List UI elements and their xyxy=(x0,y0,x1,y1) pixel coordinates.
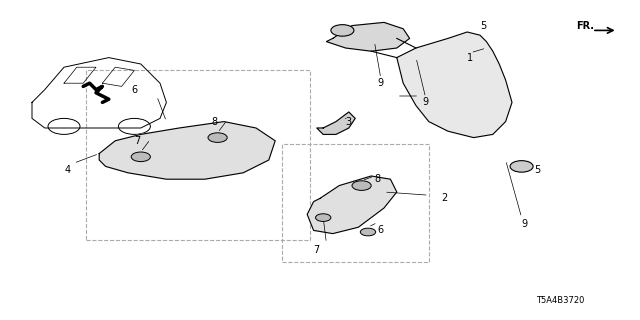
Circle shape xyxy=(208,133,227,142)
Text: 3: 3 xyxy=(346,116,352,127)
Polygon shape xyxy=(99,122,275,179)
Text: 9: 9 xyxy=(422,97,429,108)
Text: T5A4B3720: T5A4B3720 xyxy=(536,296,584,305)
Text: 6: 6 xyxy=(131,84,138,95)
Text: 8: 8 xyxy=(211,116,218,127)
Circle shape xyxy=(360,228,376,236)
Polygon shape xyxy=(326,22,410,51)
Circle shape xyxy=(316,214,331,221)
Text: 2: 2 xyxy=(442,193,448,204)
Text: 5: 5 xyxy=(534,164,541,175)
Text: 9: 9 xyxy=(378,78,384,88)
Polygon shape xyxy=(397,32,512,138)
Circle shape xyxy=(352,181,371,190)
Text: 1: 1 xyxy=(467,52,474,63)
Polygon shape xyxy=(317,112,355,134)
Text: 6: 6 xyxy=(378,225,384,236)
Circle shape xyxy=(510,161,533,172)
Circle shape xyxy=(331,25,354,36)
Polygon shape xyxy=(307,176,397,234)
Text: 9: 9 xyxy=(522,219,528,229)
Text: 5: 5 xyxy=(480,20,486,31)
Text: FR.: FR. xyxy=(577,20,595,31)
Text: 8: 8 xyxy=(374,174,381,184)
Text: 7: 7 xyxy=(314,244,320,255)
Text: 7: 7 xyxy=(134,136,141,146)
Circle shape xyxy=(131,152,150,162)
Text: 4: 4 xyxy=(64,164,70,175)
